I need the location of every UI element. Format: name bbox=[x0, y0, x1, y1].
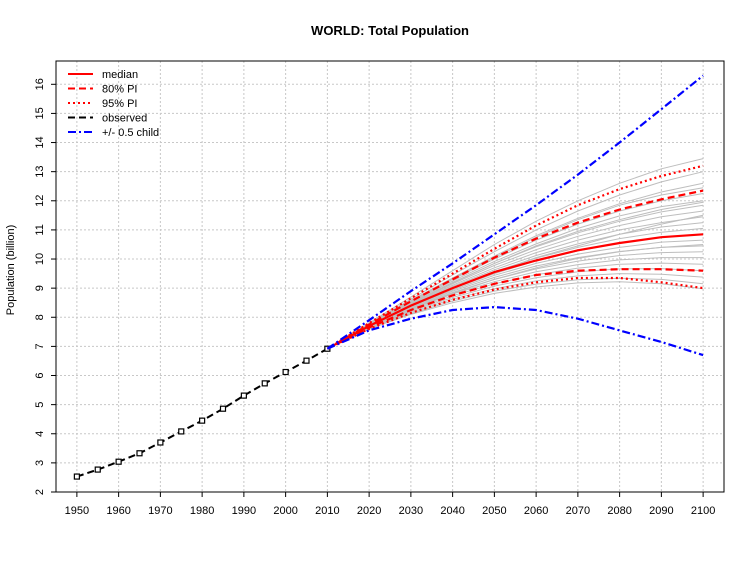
trajectory-line bbox=[327, 233, 704, 350]
trajectory-line bbox=[327, 262, 704, 350]
legend-item: +/- 0.5 child bbox=[68, 127, 159, 139]
trajectory-line bbox=[327, 201, 704, 350]
y-axis-label: Population (billion) bbox=[5, 225, 17, 316]
legend-item: 80% PI bbox=[68, 84, 137, 96]
x-tick-label: 1970 bbox=[148, 505, 172, 517]
series-lines bbox=[73, 74, 704, 480]
x-tick-label: 2070 bbox=[566, 505, 590, 517]
x-tick-label: 2060 bbox=[524, 505, 548, 517]
legend-label: 80% PI bbox=[102, 84, 137, 96]
axes: 1950 1960 1970 1980 1990 2000 2010 2020 2030 2040… bbox=[34, 78, 715, 517]
observed-point bbox=[219, 405, 227, 412]
x-tick-label: 2090 bbox=[649, 505, 673, 517]
y-tick-label: 7 bbox=[34, 343, 46, 349]
x-tick-label: 2050 bbox=[482, 505, 506, 517]
observed-point bbox=[94, 466, 101, 473]
y-tick-label: 15 bbox=[34, 107, 46, 119]
chart-title: WORLD: Total Population bbox=[311, 23, 469, 38]
y-tick-label: 5 bbox=[34, 402, 46, 408]
series-line-pi95_upper bbox=[326, 164, 704, 350]
x-tick-label: 1960 bbox=[106, 505, 130, 517]
grid bbox=[56, 61, 724, 493]
x-tick-label: 2000 bbox=[273, 505, 297, 517]
trajectory-line bbox=[327, 273, 704, 350]
series-line-minus_half_child bbox=[326, 305, 704, 357]
legend-label: +/- 0.5 child bbox=[102, 127, 159, 139]
y-tick-label: 8 bbox=[34, 314, 46, 320]
observed-point bbox=[157, 439, 164, 446]
trajectory-line bbox=[327, 158, 704, 350]
y-tick-label: 12 bbox=[34, 195, 46, 207]
observed-point bbox=[282, 368, 289, 376]
series-line-median bbox=[326, 233, 704, 350]
series-line-pi80_upper bbox=[326, 189, 704, 350]
trajectory-line bbox=[327, 277, 704, 350]
y-tick-label: 2 bbox=[34, 489, 46, 495]
trajectory-line bbox=[327, 245, 704, 350]
y-tick-label: 4 bbox=[34, 431, 46, 437]
observed-point bbox=[240, 392, 247, 399]
x-tick-label: 1950 bbox=[65, 505, 89, 517]
x-tick-label: 1980 bbox=[190, 505, 214, 517]
x-tick-label: 2040 bbox=[440, 505, 464, 517]
y-tick-label: 16 bbox=[34, 78, 46, 90]
observed-point bbox=[303, 357, 310, 364]
legend-item: 95% PI bbox=[68, 98, 137, 110]
x-tick-label: 2100 bbox=[691, 505, 715, 517]
legend-label: observed bbox=[102, 113, 147, 125]
observed-point bbox=[115, 458, 122, 465]
observed-point bbox=[261, 380, 268, 387]
observed-point bbox=[199, 417, 206, 424]
legend-label: median bbox=[102, 69, 138, 81]
series-line-plus_half_child bbox=[326, 74, 704, 350]
observed-point bbox=[136, 450, 143, 457]
trajectory-line bbox=[327, 171, 704, 350]
y-tick-label: 6 bbox=[34, 372, 46, 378]
observed-point bbox=[73, 473, 80, 480]
x-tick-label: 2030 bbox=[399, 505, 423, 517]
trajectory-line bbox=[327, 281, 704, 350]
trajectory-line bbox=[327, 239, 704, 350]
x-tick-label: 2010 bbox=[315, 505, 339, 517]
x-tick-label: 1990 bbox=[232, 505, 256, 517]
x-tick-label: 2080 bbox=[607, 505, 631, 517]
legend-item: median bbox=[68, 69, 138, 81]
legend: median 80% PI 95% PI observed +/- 0.5 child bbox=[68, 69, 159, 139]
y-tick-label: 11 bbox=[34, 224, 46, 235]
series-line-pi80_lower bbox=[326, 268, 704, 350]
y-tick-label: 10 bbox=[34, 253, 46, 265]
plot-frame bbox=[55, 60, 725, 493]
y-tick-label: 13 bbox=[34, 166, 46, 178]
observed-point bbox=[178, 428, 185, 435]
y-tick-label: 9 bbox=[34, 285, 46, 291]
trajectory-lines bbox=[327, 158, 704, 350]
y-tick-label: 3 bbox=[34, 460, 46, 466]
legend-label: 95% PI bbox=[102, 98, 137, 110]
trajectory-line bbox=[327, 222, 704, 350]
y-tick-label: 14 bbox=[34, 136, 46, 148]
x-tick-label: 2020 bbox=[357, 505, 381, 517]
legend-item: observed bbox=[68, 113, 147, 125]
